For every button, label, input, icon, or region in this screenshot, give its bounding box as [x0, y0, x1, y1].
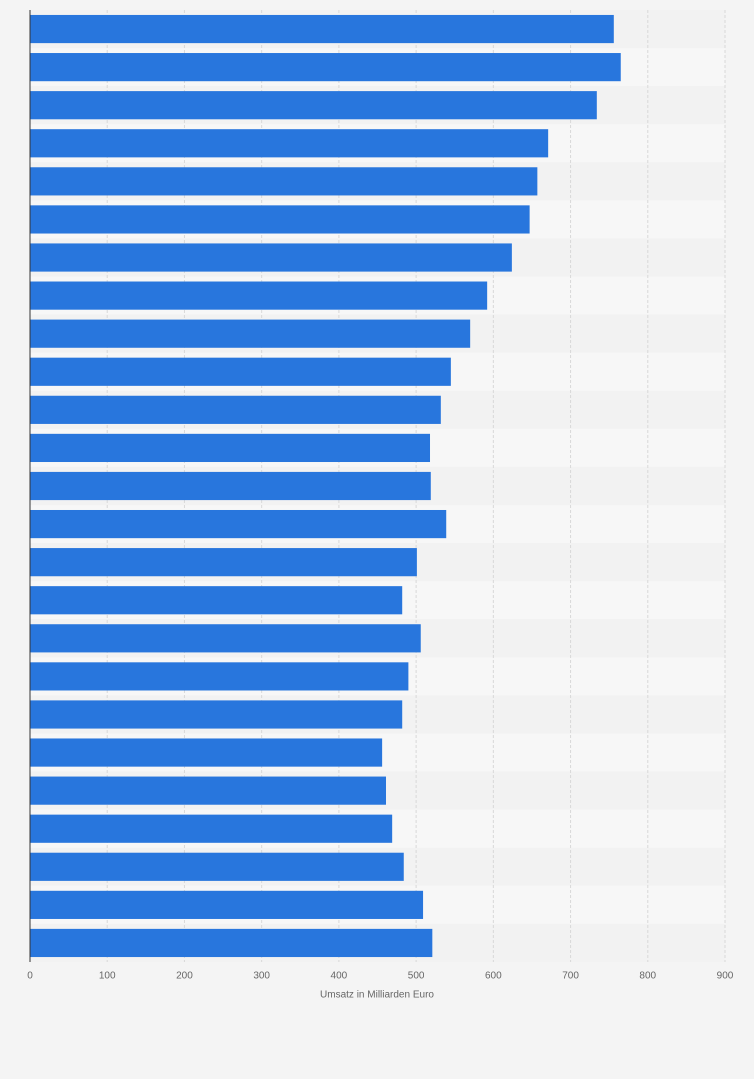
bar: [30, 319, 471, 348]
x-tick-label: 800: [639, 971, 656, 982]
bar: [30, 357, 451, 386]
bar: [30, 814, 393, 843]
bar: [30, 205, 530, 234]
bar: [30, 129, 549, 158]
bar: [30, 738, 383, 767]
bar: [30, 395, 441, 424]
bar: [30, 167, 538, 196]
x-tick-label: 100: [99, 971, 116, 982]
bar: [30, 662, 409, 691]
x-tick-label: 200: [176, 971, 193, 982]
x-tick-label: 600: [485, 971, 502, 982]
bar: [30, 53, 621, 82]
x-tick-label: 0: [27, 971, 33, 982]
bar: [30, 586, 403, 615]
bar: [30, 509, 447, 539]
bar: [30, 281, 488, 310]
bar: [30, 91, 597, 120]
bar: [30, 14, 614, 44]
bar: [30, 624, 421, 653]
x-tick-label: 400: [331, 971, 348, 982]
bar: [30, 928, 433, 958]
bar: [30, 433, 431, 463]
bar: [30, 243, 512, 272]
bar: [30, 852, 404, 881]
x-tick-label: 700: [562, 971, 579, 982]
bar: [30, 700, 403, 729]
bar: [30, 548, 417, 577]
x-axis-title: Umsatz in Milliarden Euro: [320, 990, 434, 1001]
bar: [30, 890, 424, 919]
x-tick-label: 500: [408, 971, 425, 982]
bar: [30, 471, 431, 501]
bar: [30, 776, 386, 805]
x-tick-label: 300: [253, 971, 270, 982]
x-tick-label: 900: [717, 971, 734, 982]
